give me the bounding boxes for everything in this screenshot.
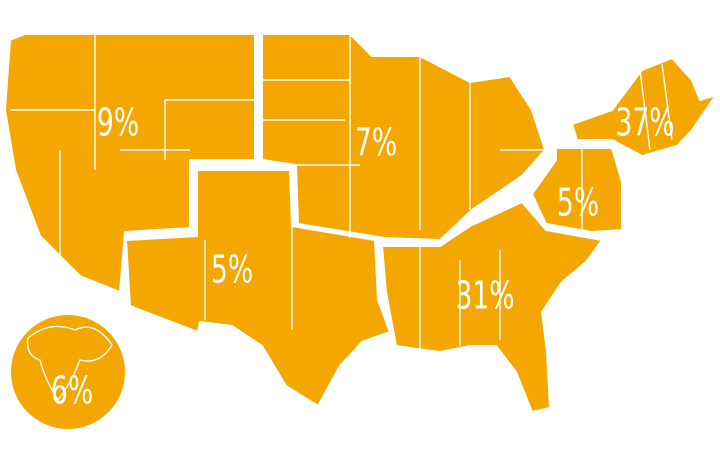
mid-atlantic-region bbox=[531, 147, 623, 233]
southeast-region bbox=[381, 201, 603, 413]
state-lines bbox=[10, 34, 673, 402]
region-label: 5% bbox=[211, 248, 253, 292]
region-label: 5% bbox=[557, 181, 599, 225]
west-region bbox=[4, 33, 256, 293]
region-label: 7% bbox=[355, 121, 397, 165]
region-label: 6% bbox=[51, 369, 93, 413]
midwest-region bbox=[261, 33, 546, 241]
globe bbox=[9, 313, 127, 431]
region-label: 31% bbox=[455, 274, 514, 318]
region-label: 37% bbox=[615, 101, 674, 145]
region-label: 9% bbox=[97, 101, 139, 145]
regions bbox=[4, 33, 717, 431]
labels: 9% 5% 7% 37% 5% 31% 6% bbox=[51, 101, 675, 413]
